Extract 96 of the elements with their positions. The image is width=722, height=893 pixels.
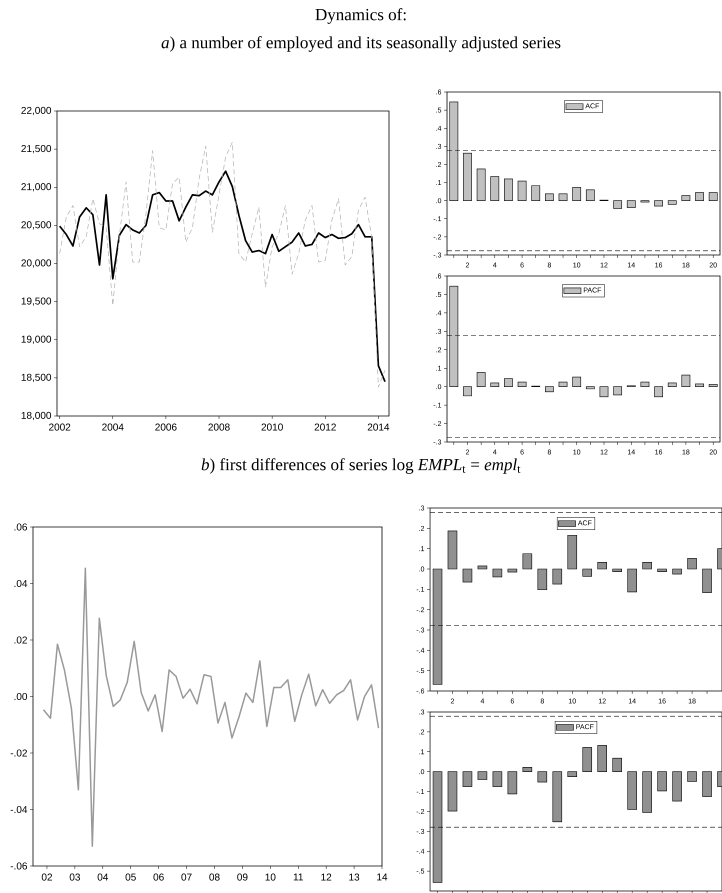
y-tick-label: 19,500 [22,298,52,306]
x-tick-label: 13 [349,874,360,881]
y-tick-label: 18,000 [22,412,52,420]
x-tick-label: 11 [294,874,303,880]
y-tick-label: .00 [14,692,28,700]
x-tick-label: 08 [209,874,220,881]
x-tick-label: 2006 [155,424,177,431]
bar [612,758,622,772]
x-tick-label: 2008 [208,424,230,431]
bar [586,189,595,201]
x-tick-label: 02 [42,874,52,881]
bar [538,568,548,590]
bar [538,771,548,782]
bar [695,192,704,201]
bar [627,771,637,810]
y-tick-label: -.06 [10,862,28,870]
bar [640,382,650,387]
x-tick-label: 09 [237,874,248,881]
bar [558,193,568,201]
bar [668,382,677,387]
bar [582,747,592,772]
bar [613,200,622,209]
x-tick-label: 04 [98,874,108,881]
x-tick-label: 2014 [368,424,390,431]
line-series [42,568,380,847]
x-tick-label: 2010 [262,424,283,431]
bar [654,200,663,206]
bar [490,382,500,387]
bar [600,386,608,398]
x-tick-label: 2004 [102,424,124,431]
bar [627,568,637,592]
y-tick-label: .04 [14,580,28,588]
y-tick-label: 21,000 [21,183,52,192]
bar [476,372,486,387]
x-tick-label: 10 [266,874,276,881]
bar [687,771,697,782]
bar [668,200,677,205]
y-tick-label: -.02 [10,749,27,757]
bar [544,386,554,392]
x-tick-label: 2002 [49,424,70,431]
bar [504,378,513,387]
x-tick-label: 03 [70,874,80,881]
bar [613,386,622,396]
y-tick-label: 20,000 [21,259,52,268]
bar [463,152,472,201]
chart-title: Dynamics of: [315,8,406,24]
bar [702,771,712,797]
bar [522,767,532,772]
bar [586,386,595,390]
bar [490,176,500,201]
y-tick-label: 21,500 [21,144,52,154]
bar [504,178,513,201]
y-tick-label: 18,500 [22,374,52,382]
bar [508,771,518,794]
bar [572,187,582,201]
bar [681,195,690,201]
bar [597,745,608,772]
bar [572,376,582,387]
y-tick-label: .06 [14,523,28,531]
y-tick-label: 22,000 [21,106,52,116]
bar [567,534,578,570]
bar [463,386,472,396]
x-tick-label: 06 [153,874,164,881]
bar [708,192,718,201]
y-tick-label: 20,500 [21,221,52,230]
bar [626,200,636,208]
bar [552,771,562,822]
bar [448,771,458,812]
x-tick-label: 14 [377,874,388,880]
bar [708,384,718,387]
bar [462,771,472,787]
x-tick-label: 2012 [314,424,336,431]
y-tick-label: -.04 [10,806,28,814]
x-tick-label: 12 [321,874,332,881]
bar [681,374,690,387]
bar [518,180,526,201]
bar [642,771,652,813]
bar [657,771,667,792]
bar [567,771,578,777]
bar [522,553,532,570]
bar [518,382,526,387]
chart-subtitle: a) a number of employed and its seasonally adjusted series [162,36,560,52]
x-tick-label: 07 [181,874,192,881]
bar [654,386,663,398]
y-tick-label: .02 [14,636,27,644]
y-tick-label: 19,000 [22,336,52,344]
bar [531,185,540,201]
x-tick-label: 05 [126,874,136,881]
bar [672,771,682,802]
bar [558,382,568,387]
bar [544,193,554,201]
bar [695,384,704,387]
bar [478,771,488,780]
bar [492,771,502,787]
bar [476,168,486,201]
chart-subtitle: b) first differences of series log EMPL$_{t}$ = empl$_{t}$ [202,458,520,474]
